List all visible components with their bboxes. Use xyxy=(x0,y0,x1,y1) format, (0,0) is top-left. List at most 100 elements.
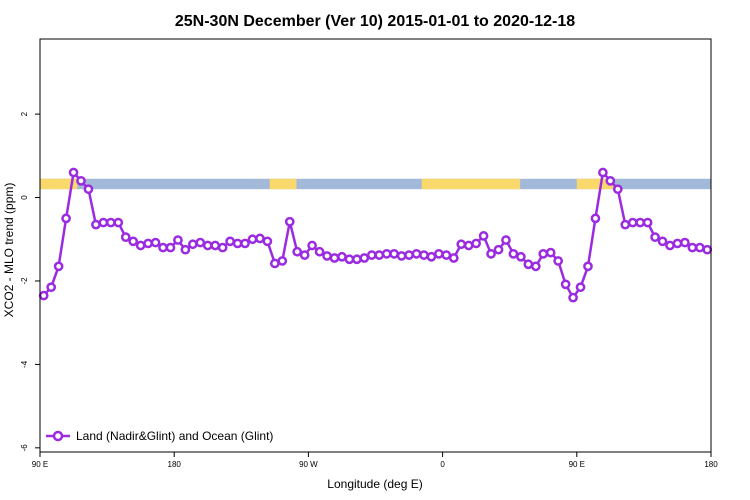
data-point xyxy=(225,236,235,247)
data-point xyxy=(493,244,504,255)
data-point xyxy=(590,213,601,224)
data-point xyxy=(672,238,683,249)
x-tick-label: 90 E xyxy=(569,460,585,469)
data-point xyxy=(426,251,437,262)
x-tick-label: 180 xyxy=(168,460,182,469)
y-axis-label: XCO2 - MLO trend (ppm) xyxy=(2,183,16,318)
data-point xyxy=(366,250,377,260)
data-point xyxy=(83,184,94,195)
data-point xyxy=(508,248,519,259)
data-point xyxy=(694,242,705,253)
data-point xyxy=(516,251,526,262)
data-point xyxy=(575,282,586,293)
data-point xyxy=(322,251,332,261)
data-point xyxy=(255,233,265,244)
data-point xyxy=(680,237,690,248)
plot-frame xyxy=(39,38,712,453)
data-point xyxy=(292,246,303,257)
data-point xyxy=(448,253,459,263)
data-point xyxy=(441,250,452,260)
land-segment-1 xyxy=(269,178,297,190)
data-point xyxy=(68,167,79,178)
data-point xyxy=(620,219,631,230)
x-tick-label: 90 E xyxy=(32,460,48,469)
data-point xyxy=(583,261,593,272)
data-point xyxy=(478,231,489,241)
data-point xyxy=(262,236,273,247)
series-line xyxy=(42,171,708,299)
data-point xyxy=(568,292,578,303)
data-point xyxy=(158,242,168,253)
data-point xyxy=(471,238,481,249)
x-tick-label: 90 W xyxy=(299,460,318,469)
data-point xyxy=(113,217,124,228)
data-point xyxy=(337,251,347,262)
surface-band-land xyxy=(40,178,615,190)
y-tick-label: -4 xyxy=(20,360,29,368)
data-point xyxy=(463,240,474,251)
data-point xyxy=(352,254,362,265)
x-tick-label: 180 xyxy=(704,460,718,469)
x-tick-label: 0 xyxy=(440,460,445,469)
land-segment-2 xyxy=(421,178,521,190)
land-segment-0 xyxy=(40,178,78,190)
data-point xyxy=(419,250,429,260)
data-point xyxy=(217,242,228,253)
data-point xyxy=(128,236,139,247)
data-point xyxy=(434,248,444,259)
data-point xyxy=(195,237,206,248)
data-point xyxy=(240,238,250,249)
data-point xyxy=(91,219,101,230)
data-point xyxy=(545,247,556,258)
legend-marker xyxy=(52,430,64,442)
data-point xyxy=(635,217,646,228)
data-point xyxy=(523,259,534,270)
surface-band-ocean xyxy=(40,178,711,190)
data-point xyxy=(284,216,295,227)
series-layer xyxy=(38,167,713,303)
axis-ticks: 90 E 180 90 W 0 90 E 180 2 0 -2 -4 -6 xyxy=(20,111,718,469)
data-point xyxy=(627,217,638,228)
data-point xyxy=(165,242,176,253)
y-tick-label: 0 xyxy=(20,195,29,200)
surface-band xyxy=(40,178,711,190)
data-point xyxy=(650,232,660,243)
data-point xyxy=(150,237,161,248)
data-point xyxy=(374,250,385,260)
data-point xyxy=(299,250,310,260)
data-point xyxy=(187,239,198,250)
data-point xyxy=(665,240,675,251)
data-point xyxy=(359,253,370,263)
data-point xyxy=(76,175,86,186)
data-point xyxy=(598,167,608,178)
data-point xyxy=(180,244,191,255)
data-point xyxy=(501,235,511,245)
data-point xyxy=(612,184,623,195)
data-point xyxy=(61,213,71,224)
data-point xyxy=(396,251,407,261)
data-point xyxy=(98,217,109,228)
data-point xyxy=(173,235,183,245)
data-point xyxy=(53,261,64,272)
land-segment-3 xyxy=(576,178,615,190)
data-point xyxy=(381,248,392,259)
data-point xyxy=(232,238,243,249)
chart-title: 25N-30N December (Ver 10) 2015-01-01 to … xyxy=(175,13,575,30)
data-point xyxy=(38,290,49,301)
data-point xyxy=(143,238,153,249)
data-point xyxy=(560,279,571,290)
data-point xyxy=(605,175,616,186)
data-point xyxy=(329,253,340,263)
data-point xyxy=(344,254,355,265)
data-point xyxy=(120,232,131,243)
data-point xyxy=(456,239,467,250)
y-tick-label: 2 xyxy=(20,111,29,116)
legend: Land (Nadir&Glint) and Ocean (Glint) xyxy=(46,429,273,443)
y-tick-label: -6 xyxy=(20,444,29,452)
y-tick-label: -2 xyxy=(20,277,29,285)
data-point xyxy=(642,217,653,228)
data-point xyxy=(486,248,496,259)
data-point xyxy=(404,250,414,260)
data-point xyxy=(702,244,713,255)
